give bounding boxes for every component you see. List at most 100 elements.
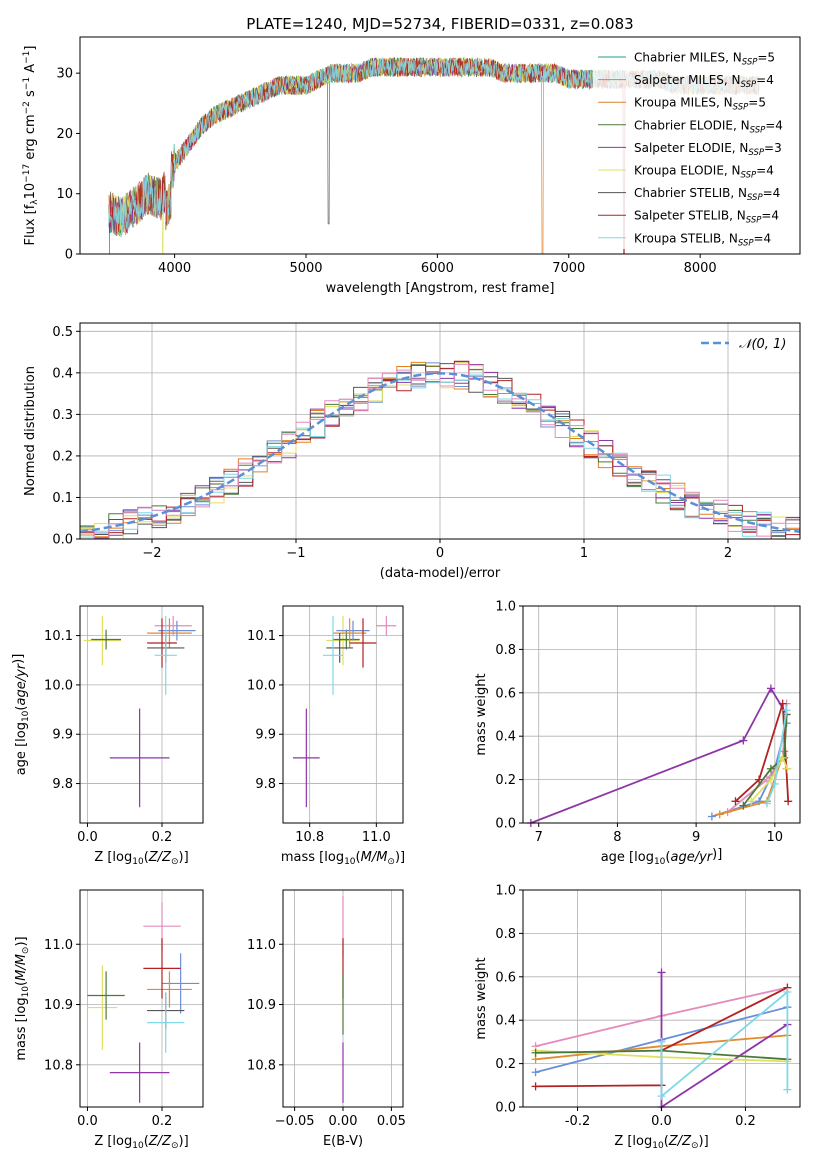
x-tick-label: 10.8 xyxy=(295,830,324,845)
x-axis-label: Z [log10(Z/Z⊙)] xyxy=(614,1134,708,1151)
x-axis-label-part: ( xyxy=(144,1134,149,1149)
y-axis-label-part: mass weight xyxy=(474,673,489,755)
data-point-marker xyxy=(766,764,775,773)
figure-title: PLATE=1240, MJD=52734, FIBERID=0331, z=0… xyxy=(246,15,633,33)
y-tick-label: 10.8 xyxy=(247,1058,276,1073)
y-axis-label: Normed distribution xyxy=(23,366,38,496)
y-tick-label: 0.2 xyxy=(495,773,516,788)
legend-entry: Salpeter STELIB, NSSP=4 xyxy=(634,209,779,226)
age_vs_mass-panel: 10.8 11.0 9.8 9.9 10.0 10.1 mass [log10(M/M⊙)] xyxy=(247,605,405,867)
legend-subscript: SSP xyxy=(746,216,762,226)
y-axis-label-part: ] xyxy=(23,46,38,51)
x-axis-label-part: wavelength [Angstrom, rest frame] xyxy=(326,281,555,296)
y-axis-label-part: )] xyxy=(11,654,26,664)
y-tick-label: 10.0 xyxy=(44,678,73,693)
legend-entry: Kroupa STELIB, NSSP=4 xyxy=(634,231,771,248)
legend-count: =4 xyxy=(756,164,774,178)
legend-count: =4 xyxy=(765,118,783,132)
data-point-marker xyxy=(784,797,793,806)
x-axis-label-part: ( xyxy=(665,850,670,865)
mass_vs_Z-panel: 0.0 0.210.810.911.0Z [log10(Z/Z⊙)]mass [l… xyxy=(14,889,204,1151)
series-line xyxy=(660,990,789,1099)
normal-curve xyxy=(79,372,801,533)
legend-text: Salpeter MILES, N xyxy=(634,73,741,87)
y-axis-label: mass weight xyxy=(474,957,489,1039)
legend-entry: Salpeter ELODIE, NSSP=3 xyxy=(634,141,782,158)
y-axis-label-part: age [log xyxy=(14,722,29,775)
age_vs_Z-panel: 0.0 0.29.89.910.010.1Z [log10(Z/Z⊙)]age [… xyxy=(11,605,204,867)
y-tick-label: 9.8 xyxy=(255,777,276,792)
x-tick-label: 0.00 xyxy=(329,1114,358,1129)
x-tick-label: −0.05 xyxy=(275,1114,315,1129)
x-tick-label: 8000 xyxy=(684,261,717,276)
x-tick-label: 6000 xyxy=(421,261,454,276)
x-axis-label-part: )] xyxy=(179,850,189,865)
x-tick-label: 10 xyxy=(767,830,784,845)
y-tick-label: 10.1 xyxy=(247,629,276,644)
data-point-marker xyxy=(657,1037,666,1046)
histogram-series xyxy=(80,363,800,540)
legend-count: =3 xyxy=(764,141,782,155)
legend-text: Kroupa STELIB, N xyxy=(634,231,738,245)
x-axis-label-part: (data-model)/error xyxy=(380,566,501,581)
y-axis-label-part: 10 xyxy=(21,986,31,998)
data-point-marker xyxy=(731,797,740,806)
mass_vs_ebv-panel: −0.05 0.00 0.05 10.8 10.9 11.0 E(B-V) xyxy=(247,889,406,1149)
data-point-marker xyxy=(531,1068,540,1077)
legend-subscript: SSP xyxy=(750,125,766,135)
legend-count: =4 xyxy=(763,186,781,200)
data-point-marker xyxy=(657,1092,666,1101)
x-axis-label: age [log10(age/yr)] xyxy=(601,847,723,867)
axes-frame xyxy=(282,605,404,824)
x-tick-label: 0.0 xyxy=(77,1114,98,1129)
x-tick-label: 7 xyxy=(535,830,543,845)
y-tick-label: 0.4 xyxy=(495,1014,516,1029)
x-tick-label: −1 xyxy=(286,546,305,561)
age_vs_mass-plot-area xyxy=(293,615,397,808)
data-point-marker xyxy=(657,968,666,977)
legend-subscript: SSP xyxy=(733,103,749,113)
legend-text: Kroupa ELODIE, N xyxy=(634,164,741,178)
mass_vs_Z-plot-area xyxy=(87,902,200,1103)
y-tick-label: 11.0 xyxy=(247,938,276,953)
data-point-marker xyxy=(739,736,748,745)
x-axis-label-part: Z [log xyxy=(614,1134,652,1149)
legend-entry: Kroupa MILES, NSSP=5 xyxy=(634,96,766,113)
data-point-marker xyxy=(783,764,792,773)
data-point-marker xyxy=(747,797,756,806)
weight_vs_age-plot-area xyxy=(526,684,793,827)
axes-frame xyxy=(79,605,204,824)
x-tick-label: 0.05 xyxy=(377,1114,406,1129)
data-point-marker xyxy=(766,684,775,693)
y-tick-label: 0.1 xyxy=(52,491,73,506)
legend-count: =4 xyxy=(756,73,774,87)
legend-subscript: SSP xyxy=(747,193,763,203)
axes-frame xyxy=(79,322,801,540)
y-axis-label: mass weight xyxy=(474,673,489,755)
legend-subscript: SSP xyxy=(748,148,764,158)
x-tick-label: 0.2 xyxy=(735,1114,756,1129)
y-tick-label: 10.8 xyxy=(44,1058,73,1073)
y-tick-label: 0.2 xyxy=(495,1057,516,1072)
x-tick-label: −2 xyxy=(142,546,161,561)
y-axis-label-part: −17 xyxy=(22,164,32,183)
y-tick-label: 0.6 xyxy=(495,970,516,985)
y-axis-label: age [log10(age/yr)] xyxy=(11,654,31,776)
y-axis-label-part: 10 xyxy=(23,183,38,200)
x-tick-label: 11.0 xyxy=(362,830,391,845)
data-point-marker xyxy=(715,810,724,819)
data-point-marker xyxy=(531,1048,540,1057)
y-axis-label-part: A xyxy=(23,64,38,77)
y-axis-label-part: )] xyxy=(14,936,29,946)
x-axis-label-part: mass [log xyxy=(281,850,344,865)
x-tick-label: 2 xyxy=(724,546,732,561)
x-axis-label-part: ⊙ xyxy=(387,857,395,867)
x-tick-label: 0 xyxy=(436,546,444,561)
legend-entry: Chabrier ELODIE, NSSP=4 xyxy=(634,118,783,135)
x-axis-label: Z [log10(Z/Z⊙)] xyxy=(94,1134,188,1151)
y-tick-label: 0.0 xyxy=(495,1101,516,1116)
series-line xyxy=(530,686,788,824)
